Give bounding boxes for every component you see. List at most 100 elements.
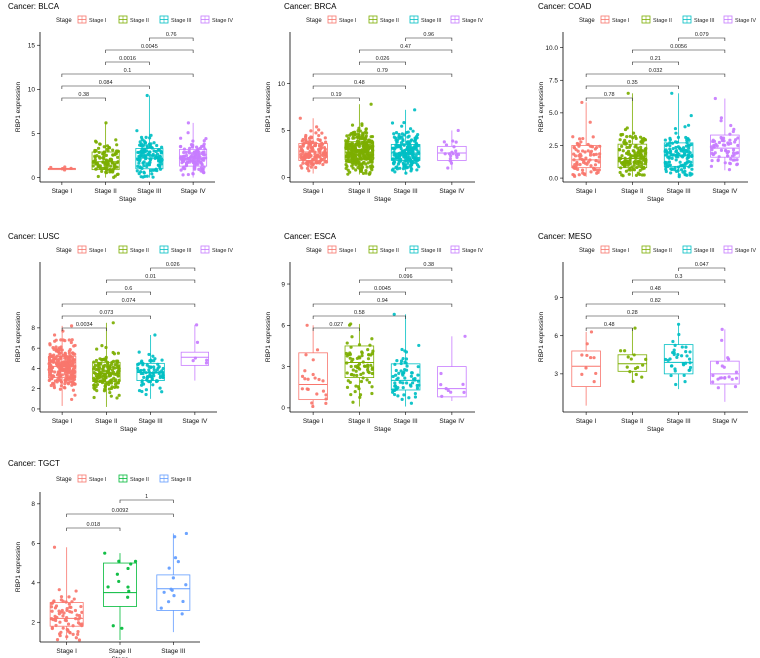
data-point bbox=[351, 166, 355, 170]
data-point bbox=[350, 157, 354, 161]
data-point bbox=[405, 156, 409, 160]
data-point bbox=[669, 171, 673, 175]
data-point bbox=[672, 153, 676, 157]
data-point bbox=[98, 142, 102, 146]
data-point bbox=[639, 148, 644, 152]
data-point bbox=[640, 141, 644, 145]
p-value-label: 0.027 bbox=[329, 322, 343, 328]
data-point bbox=[670, 167, 674, 171]
data-point bbox=[104, 345, 108, 350]
data-point bbox=[306, 377, 310, 381]
data-point bbox=[321, 142, 325, 146]
data-point bbox=[394, 155, 399, 159]
legend-item: Stage I bbox=[327, 15, 357, 24]
data-point bbox=[621, 149, 625, 153]
data-point bbox=[665, 150, 669, 154]
data-point bbox=[112, 376, 116, 380]
p-value-label: 0.096 bbox=[399, 274, 413, 280]
data-point bbox=[365, 140, 369, 145]
data-point bbox=[716, 158, 720, 163]
data-point bbox=[156, 366, 160, 370]
data-point bbox=[102, 378, 107, 382]
data-point bbox=[735, 163, 739, 167]
data-point bbox=[397, 151, 401, 156]
data-point bbox=[149, 359, 153, 363]
data-point bbox=[302, 155, 306, 160]
data-point bbox=[351, 400, 355, 404]
data-point bbox=[139, 150, 143, 154]
data-point bbox=[180, 612, 184, 616]
data-point bbox=[580, 100, 584, 105]
data-point bbox=[117, 378, 121, 382]
data-point bbox=[403, 360, 407, 364]
data-point bbox=[443, 152, 447, 156]
chart-panel: Cancer: LUSC Stage Stage I Stage II Stage II… bbox=[8, 232, 233, 433]
data-point bbox=[67, 595, 71, 599]
data-point bbox=[77, 638, 82, 642]
data-point bbox=[446, 166, 450, 170]
data-point bbox=[371, 144, 375, 149]
data-point bbox=[159, 159, 163, 164]
box-group bbox=[103, 551, 138, 641]
chart-title: Cancer: TGCT bbox=[8, 459, 60, 468]
data-point bbox=[155, 379, 159, 383]
data-point bbox=[683, 380, 687, 384]
data-point bbox=[578, 162, 582, 167]
data-point bbox=[635, 153, 639, 157]
data-point bbox=[718, 376, 722, 380]
data-point bbox=[670, 91, 674, 95]
data-point bbox=[54, 618, 58, 623]
y-axis-title: RBP1 expression bbox=[538, 312, 545, 363]
data-point bbox=[65, 635, 69, 639]
data-point bbox=[584, 156, 588, 160]
data-point bbox=[397, 371, 401, 375]
data-point bbox=[59, 345, 63, 349]
legend-label: Stage III bbox=[421, 18, 442, 24]
p-value-label: 0.047 bbox=[695, 262, 709, 268]
data-point bbox=[306, 155, 310, 159]
data-point bbox=[626, 355, 630, 359]
data-point bbox=[114, 138, 118, 142]
comparison-bracket: 0.3 bbox=[632, 274, 726, 283]
data-point bbox=[592, 356, 596, 360]
data-point bbox=[361, 153, 365, 158]
data-point bbox=[195, 340, 200, 344]
data-point bbox=[97, 150, 101, 155]
data-point bbox=[364, 134, 368, 138]
chart-panel: Cancer: COAD Stage Stage I Stage II Stage II… bbox=[538, 2, 756, 203]
legend-label: Stage I bbox=[89, 477, 107, 483]
data-point bbox=[96, 174, 100, 179]
data-point bbox=[138, 165, 142, 169]
data-point bbox=[583, 150, 587, 154]
y-tick-label: 6 bbox=[31, 345, 35, 352]
data-point bbox=[138, 140, 142, 144]
data-point bbox=[303, 369, 307, 373]
data-point bbox=[361, 376, 365, 380]
data-point bbox=[633, 145, 637, 149]
data-point bbox=[318, 138, 322, 142]
data-point bbox=[720, 138, 724, 143]
data-point bbox=[354, 369, 358, 373]
data-point bbox=[111, 169, 115, 173]
data-point bbox=[49, 605, 54, 609]
data-point bbox=[589, 355, 593, 360]
data-point bbox=[634, 372, 638, 377]
data-point bbox=[669, 364, 674, 368]
data-point bbox=[51, 601, 55, 605]
legend-title: Stage bbox=[56, 18, 72, 24]
data-point bbox=[400, 124, 404, 128]
bracket-line bbox=[312, 315, 406, 319]
data-point bbox=[405, 364, 409, 368]
data-point bbox=[69, 166, 73, 170]
data-point bbox=[439, 371, 443, 376]
y-axis-title: RBP1 expression bbox=[15, 312, 22, 363]
data-point bbox=[300, 387, 304, 391]
p-value-label: 0.79 bbox=[377, 68, 388, 74]
data-point bbox=[711, 138, 715, 142]
comparison-bracket: 0.0034 bbox=[61, 322, 107, 331]
data-point bbox=[173, 535, 177, 539]
data-point bbox=[50, 626, 54, 631]
p-value-label: 0.0045 bbox=[141, 44, 158, 50]
box-group bbox=[47, 165, 76, 172]
p-value-label: 0.0045 bbox=[374, 286, 391, 292]
